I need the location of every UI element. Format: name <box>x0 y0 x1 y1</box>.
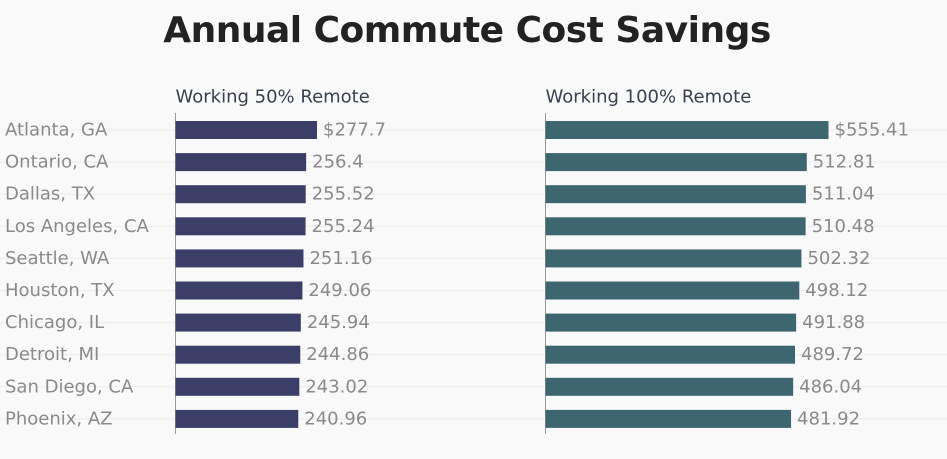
bar <box>545 409 792 428</box>
category-label: Detroit, MI <box>5 344 99 365</box>
data-label: 481.92 <box>797 408 860 429</box>
data-label: 486.04 <box>799 376 862 397</box>
panel-title: Working 50% Remote <box>176 87 370 108</box>
bar <box>545 345 796 364</box>
bar <box>175 377 300 396</box>
bar <box>175 153 307 172</box>
bar <box>175 313 301 332</box>
bar <box>545 281 800 300</box>
chart-title: Annual Commute Cost Savings <box>163 10 771 51</box>
data-label: 255.52 <box>312 184 375 205</box>
category-label: Los Angeles, CA <box>5 216 150 237</box>
bar <box>545 249 802 268</box>
category-label: Chicago, IL <box>5 312 104 333</box>
data-label: 502.32 <box>807 248 870 269</box>
data-label: $555.41 <box>835 120 909 141</box>
data-label: 489.72 <box>801 344 864 365</box>
bar <box>175 345 301 364</box>
data-label: $277.7 <box>323 120 386 141</box>
bar <box>175 217 306 236</box>
data-label: 512.81 <box>813 152 876 173</box>
bar <box>175 409 299 428</box>
category-label: Seattle, WA <box>5 248 110 269</box>
bar <box>175 185 306 204</box>
data-label: 251.16 <box>309 248 372 269</box>
data-label: 249.06 <box>308 280 371 301</box>
data-label: 498.12 <box>805 280 868 301</box>
bar <box>545 313 797 332</box>
data-label: 243.02 <box>305 376 368 397</box>
category-label: Ontario, CA <box>5 152 109 173</box>
data-label: 244.86 <box>306 344 369 365</box>
data-label: 255.24 <box>312 216 375 237</box>
bar <box>545 185 806 204</box>
data-label: 245.94 <box>307 312 370 333</box>
data-label: 256.4 <box>312 152 364 173</box>
category-label: Dallas, TX <box>5 184 95 205</box>
data-label: 240.96 <box>304 408 367 429</box>
bar <box>175 281 303 300</box>
bar <box>175 249 304 268</box>
category-label: San Diego, CA <box>5 376 134 397</box>
bar <box>545 217 806 236</box>
data-label: 491.88 <box>802 312 865 333</box>
data-label: 511.04 <box>812 184 875 205</box>
bar <box>545 121 829 139</box>
category-label: Phoenix, AZ <box>5 408 113 429</box>
panel-title: Working 100% Remote <box>546 87 752 108</box>
category-label: Atlanta, GA <box>5 120 108 141</box>
bar <box>545 153 807 172</box>
data-label: 510.48 <box>812 216 875 237</box>
bar <box>545 377 794 396</box>
category-label: Houston, TX <box>5 280 115 301</box>
bar <box>175 121 317 139</box>
